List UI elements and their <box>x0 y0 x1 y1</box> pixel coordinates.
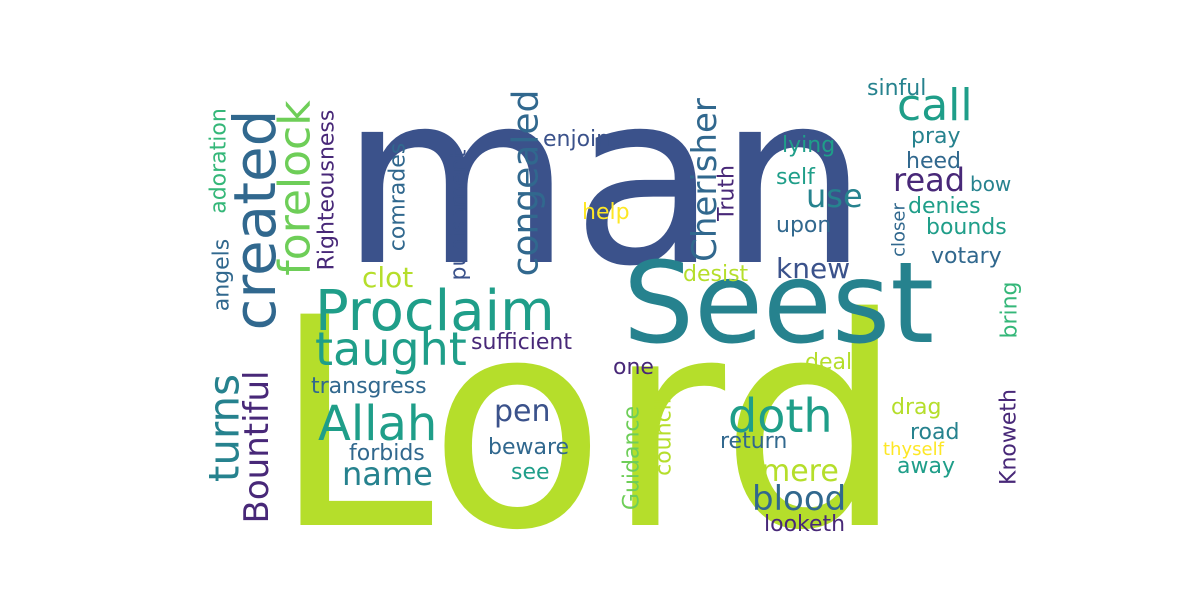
word-lord: Lord <box>272 257 904 594</box>
word-thyself: thyself <box>883 439 945 460</box>
word-drag: drag <box>891 395 941 420</box>
word-away: away <box>897 454 955 479</box>
word-upon: upon <box>776 213 831 238</box>
word-knew: knew <box>776 252 850 285</box>
word-votary: votary <box>931 244 1002 269</box>
word-man: man <box>340 42 869 319</box>
word-seest: Seest <box>623 239 934 369</box>
word-created: created <box>221 110 289 331</box>
word-guidance: Guidance <box>620 406 645 510</box>
word-read: read <box>893 161 965 199</box>
word-lying: lying <box>782 133 835 158</box>
word-clot: clot <box>362 261 413 294</box>
word-call: call <box>897 80 973 131</box>
word-proclaim: Proclaim <box>315 279 555 344</box>
word-blood: blood <box>752 479 846 519</box>
word-forelock: forelock <box>270 100 321 276</box>
word-righteousness: Righteousness <box>315 110 340 271</box>
word-road: road <box>910 420 959 445</box>
word-sufficient: sufficient <box>471 330 572 355</box>
word-one: one <box>613 355 654 380</box>
word-forbids: forbids <box>349 441 425 466</box>
word-mere: mere <box>761 454 839 489</box>
word-allah: Allah <box>318 396 437 452</box>
word-congealed: congealed <box>506 90 547 277</box>
word-council: council <box>652 398 677 476</box>
word-bountiful: Bountiful <box>237 371 277 524</box>
word-looketh: looketh <box>764 512 845 537</box>
word-knoweth: Knoweth <box>997 389 1022 485</box>
word-cherisher: Cherisher <box>685 98 725 262</box>
word-enjoins: enjoins <box>543 127 622 152</box>
word-taught: taught <box>315 322 467 376</box>
word-name: name <box>342 455 433 493</box>
word-bounds: bounds <box>926 215 1007 240</box>
word-bow: bow <box>970 172 1011 196</box>
word-comrades: comrades <box>386 143 411 251</box>
word-deal: deal <box>805 350 852 375</box>
word-bring: bring <box>998 281 1023 338</box>
word-denies: denies <box>908 194 981 219</box>
word-adoration: adoration <box>207 108 232 214</box>
word-punishment: punishment <box>447 149 472 280</box>
word-truth: Truth <box>715 165 740 222</box>
word-doth: doth <box>728 389 833 443</box>
word-self: self <box>776 165 816 190</box>
word-beware: beware <box>488 435 569 460</box>
word-pen: pen <box>494 394 551 429</box>
word-see: see <box>511 460 550 485</box>
word-transgress: transgress <box>311 374 427 399</box>
word-heed: heed <box>906 149 961 174</box>
word-closer: closer <box>889 203 910 257</box>
word-angels: angels <box>210 239 235 312</box>
word-turns: turns <box>200 374 249 482</box>
word-use: use <box>806 177 863 215</box>
word-desist: desist <box>683 262 749 287</box>
word-return: return <box>720 429 787 454</box>
word-sinful: sinful <box>867 76 926 101</box>
word-help: help <box>582 200 630 225</box>
word-pray: pray <box>911 124 961 149</box>
